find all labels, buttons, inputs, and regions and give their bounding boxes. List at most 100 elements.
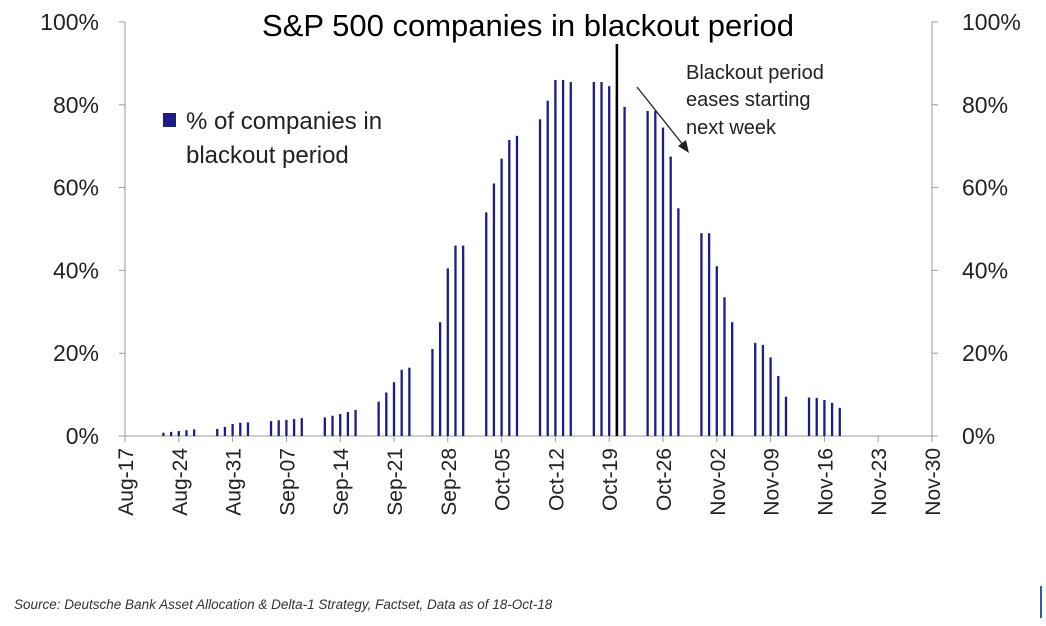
y-tick-label-right: 0% (962, 423, 995, 449)
bar (761, 344, 765, 436)
bar (323, 417, 326, 436)
bar (400, 369, 403, 436)
y-tick-label-right: 80% (962, 92, 1008, 118)
bar (277, 420, 280, 436)
bar (777, 375, 780, 436)
bar (623, 106, 626, 437)
bar (185, 430, 188, 436)
bar (354, 409, 357, 436)
bar (669, 156, 672, 437)
bar (515, 135, 519, 436)
x-tick-label: Nov-02 (707, 448, 730, 516)
bar (239, 422, 242, 436)
bar (269, 421, 273, 436)
bar (731, 322, 734, 436)
bar (569, 82, 572, 436)
bar (339, 414, 342, 436)
bar (538, 119, 542, 436)
x-tick-label: Nov-09 (761, 448, 784, 516)
bar (408, 367, 411, 436)
bar (546, 100, 549, 436)
bar (754, 342, 757, 436)
bar (438, 322, 442, 436)
bar (216, 428, 219, 436)
bar (454, 245, 457, 436)
bar (231, 423, 234, 436)
bar (677, 208, 680, 436)
bar (784, 396, 788, 436)
bar (654, 111, 657, 436)
bar (646, 111, 649, 436)
y-tick-label-left: 100% (40, 9, 99, 35)
bar (446, 268, 449, 436)
bar (592, 82, 595, 436)
bar (162, 432, 165, 436)
x-tick-label: Nov-16 (814, 448, 837, 516)
y-tick-label-left: 20% (53, 340, 99, 366)
bar (554, 79, 557, 437)
bar (715, 266, 718, 436)
y-tick-label-left: 0% (66, 423, 99, 449)
bar (346, 411, 350, 436)
bar (169, 431, 173, 436)
bar (608, 86, 611, 437)
x-tick-label: Sep-14 (330, 448, 353, 516)
legend-swatch (163, 113, 176, 127)
bar (177, 431, 180, 436)
axes: 0% 0% 20% 20% 40% 40% 60% 60% 80% 80% 100% 100% Aug-… (40, 9, 1021, 516)
bar (561, 79, 565, 437)
chart-title: S&P 500 companies in blackout period (262, 8, 794, 43)
annotation-arrow-head (678, 140, 689, 153)
bar (300, 418, 303, 436)
bar (830, 402, 834, 436)
bar (485, 212, 488, 436)
bar (823, 399, 826, 436)
bar (838, 407, 841, 436)
bar (292, 419, 296, 436)
y-tick-label-right: 100% (962, 9, 1021, 35)
bar (600, 82, 603, 436)
bar (500, 158, 503, 436)
y-tick-label-right: 60% (962, 175, 1008, 201)
bar (223, 426, 227, 436)
bar (492, 183, 496, 436)
bar (707, 233, 711, 436)
annotation-text: eases starting (686, 89, 811, 111)
corner-mark (1040, 586, 1042, 618)
overlay: S&P 500 companies in blackout period % of… (163, 8, 824, 436)
bar (700, 233, 703, 436)
y-tick-label-right: 20% (962, 340, 1008, 366)
bar (815, 397, 818, 436)
y-tick-label-left: 60% (53, 175, 99, 201)
y-tick-label-right: 40% (962, 257, 1008, 283)
bar (431, 349, 434, 436)
bar (392, 382, 396, 436)
bar (246, 422, 250, 436)
x-tick-label: Oct-19 (599, 448, 622, 511)
y-tick-label-left: 80% (53, 92, 99, 118)
x-tick-label: Oct-26 (653, 448, 676, 511)
bar (462, 245, 465, 436)
bar (193, 429, 196, 436)
x-tick-label: Sep-07 (276, 448, 299, 516)
bar (377, 401, 380, 436)
x-tick-label: Nov-30 (922, 448, 945, 516)
bar (385, 392, 388, 436)
legend-label: blackout period (186, 142, 349, 169)
x-tick-label: Oct-05 (492, 448, 515, 511)
source-note: Source: Deutsche Bank Asset Allocation &… (14, 597, 553, 612)
x-tick-label: Sep-28 (438, 448, 461, 516)
legend-label: % of companies in (186, 108, 382, 135)
y-tick-label-left: 40% (53, 257, 99, 283)
bar (769, 357, 772, 436)
bar (723, 297, 726, 436)
x-tick-label: Aug-24 (169, 448, 192, 516)
bar (508, 139, 511, 437)
x-tick-label: Oct-12 (545, 448, 568, 511)
x-tick-label: Sep-21 (384, 448, 407, 516)
bar (331, 415, 334, 436)
x-tick-label: Nov-23 (868, 448, 891, 516)
annotation-text: next week (686, 117, 777, 139)
bar (285, 419, 288, 436)
